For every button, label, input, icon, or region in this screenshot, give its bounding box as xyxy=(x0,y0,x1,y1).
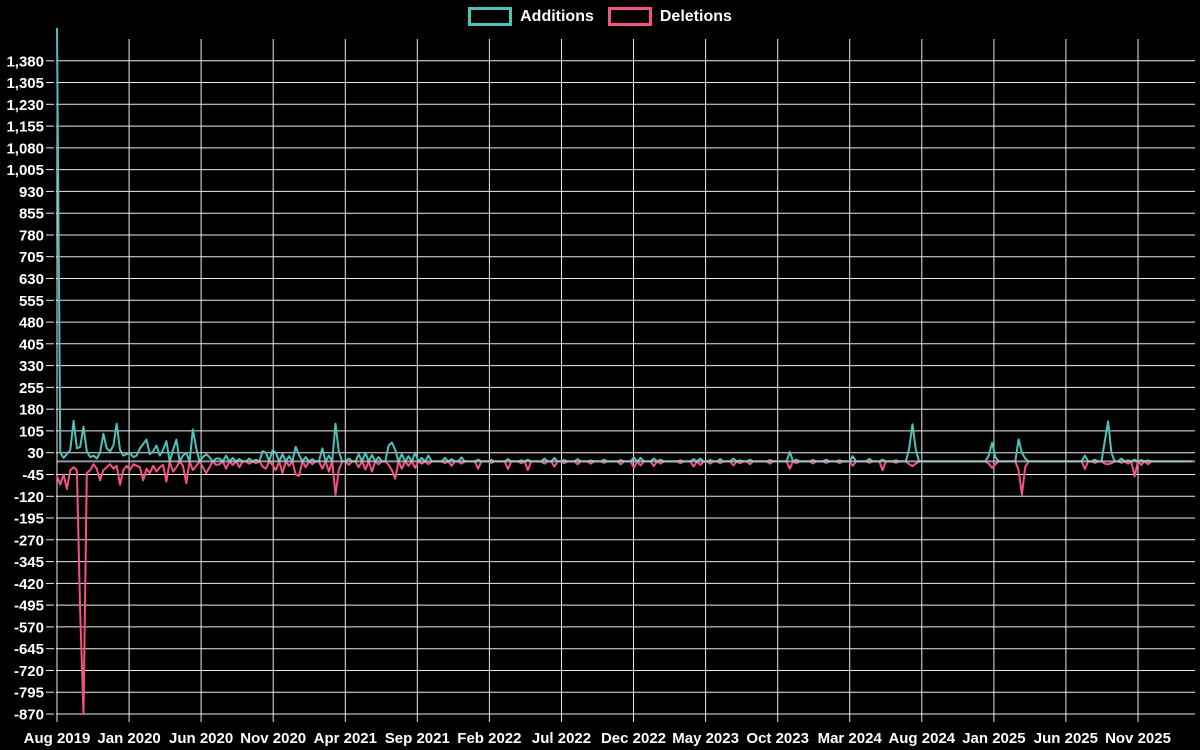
y-tick-label: -570 xyxy=(14,619,44,636)
y-tick-label: -870 xyxy=(14,707,44,724)
legend-item-additions[interactable]: Additions xyxy=(468,7,594,26)
y-tick-label: -645 xyxy=(14,641,44,658)
y-tick-label: 30 xyxy=(27,445,44,462)
y-tick-label: 555 xyxy=(19,293,44,310)
additions-line xyxy=(56,27,1192,463)
x-tick-label: Mar 2024 xyxy=(818,730,883,747)
legend-label-additions: Additions xyxy=(520,7,594,25)
x-tick-label: Sep 2021 xyxy=(385,730,450,747)
x-tick-label: Nov 2020 xyxy=(240,730,306,747)
deletions-line xyxy=(56,460,1192,715)
y-tick-label: -420 xyxy=(14,576,44,593)
deletions-swatch-icon xyxy=(607,7,652,26)
y-tick-label: 405 xyxy=(19,336,44,353)
y-tick-label: 630 xyxy=(19,271,44,288)
x-tick-label: Oct 2023 xyxy=(746,730,809,747)
gridlines xyxy=(46,39,1195,722)
additions-swatch-icon xyxy=(468,7,513,26)
y-tick-label: 855 xyxy=(19,206,44,223)
y-tick-label: -720 xyxy=(14,663,44,680)
x-tick-label: Aug 2019 xyxy=(24,730,91,747)
x-tick-label: Aug 2024 xyxy=(888,730,955,747)
y-tick-label: 480 xyxy=(19,315,44,332)
x-tick-label: Nov 2025 xyxy=(1105,730,1171,747)
y-tick-label: 180 xyxy=(19,402,44,419)
y-tick-label: 255 xyxy=(19,380,44,397)
y-tick-label: -120 xyxy=(14,489,44,506)
legend-label-deletions: Deletions xyxy=(659,7,732,25)
y-tick-label: 1,005 xyxy=(6,162,44,179)
y-tick-label: -345 xyxy=(14,554,44,571)
y-tick-label: -795 xyxy=(14,685,44,702)
x-tick-label: Jan 2025 xyxy=(962,730,1025,747)
x-tick-label: Jun 2020 xyxy=(169,730,233,747)
x-tick-label: Dec 2022 xyxy=(601,730,666,747)
y-tick-label: 1,380 xyxy=(6,53,44,70)
x-tick-label: Feb 2022 xyxy=(457,730,521,747)
y-tick-label: -270 xyxy=(14,532,44,549)
y-tick-label: 1,080 xyxy=(6,140,44,157)
x-tick-label: Apr 2021 xyxy=(314,730,377,747)
y-tick-label: 705 xyxy=(19,249,44,266)
x-tick-label: Jan 2020 xyxy=(97,730,160,747)
x-tick-label: Jul 2022 xyxy=(532,730,591,747)
y-tick-label: -45 xyxy=(22,467,44,484)
y-tick-label: -495 xyxy=(14,598,44,615)
y-tick-label: 1,155 xyxy=(6,119,44,136)
legend-item-deletions[interactable]: Deletions xyxy=(607,7,732,26)
y-tick-label: 1,230 xyxy=(6,97,44,114)
y-tick-label: 105 xyxy=(19,423,44,440)
chart-legend: Additions Deletions xyxy=(0,7,1200,26)
y-tick-label: 930 xyxy=(19,184,44,201)
y-tick-label: 330 xyxy=(19,358,44,375)
y-tick-label: -195 xyxy=(14,511,44,528)
y-tick-label: 1,305 xyxy=(6,75,44,92)
x-tick-label: Jun 2025 xyxy=(1034,730,1098,747)
x-tick-label: May 2023 xyxy=(672,730,739,747)
y-tick-label: 780 xyxy=(19,228,44,245)
